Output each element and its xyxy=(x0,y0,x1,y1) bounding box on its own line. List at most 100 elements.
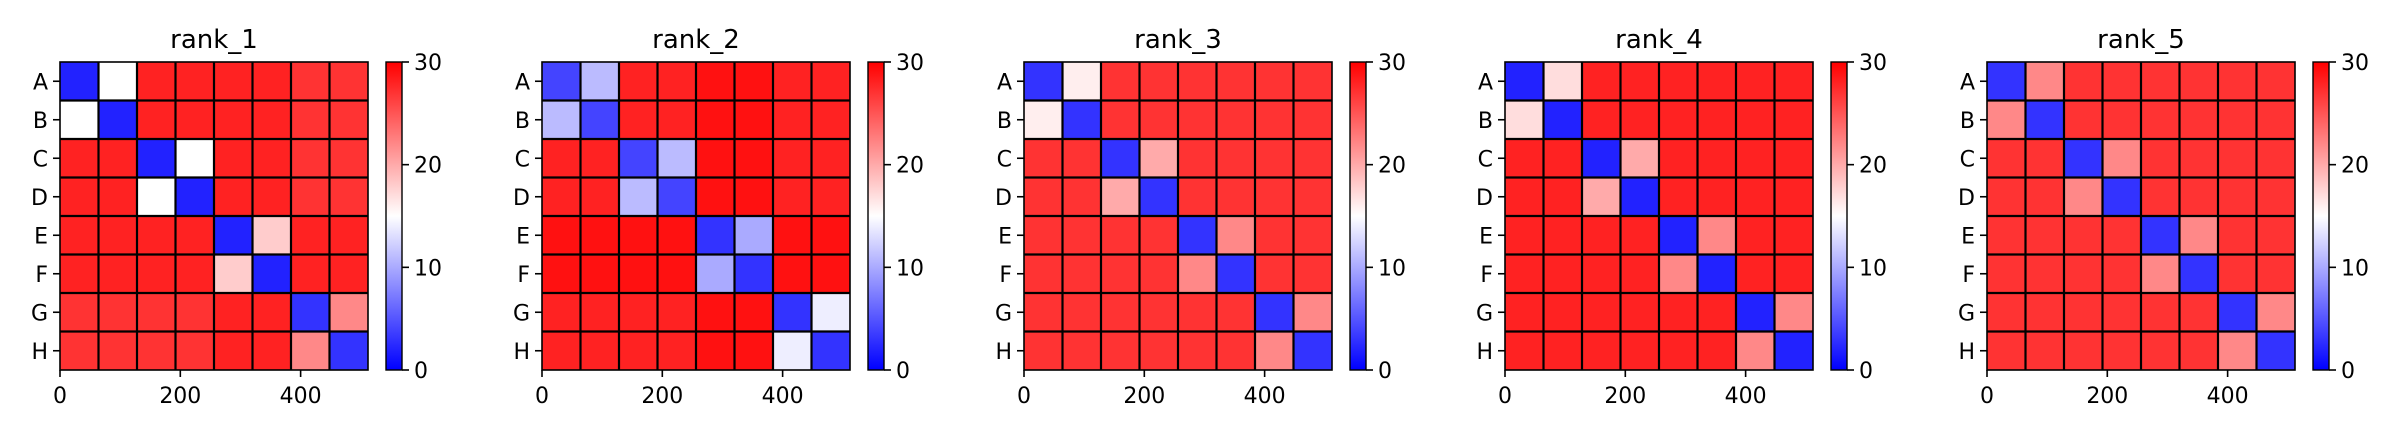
heatmap-cell xyxy=(1543,254,1583,294)
heatmap-cell xyxy=(619,100,658,140)
heatmap-cell xyxy=(773,293,812,332)
panel-title: rank_5 xyxy=(2097,25,2185,55)
heatmap-cell xyxy=(1024,293,1063,332)
y-tick-label: G xyxy=(31,301,48,326)
heatmap-cell xyxy=(252,293,292,332)
heatmap-cell xyxy=(291,100,330,140)
heatmap-cell xyxy=(2256,100,2296,140)
y-tick-label: F xyxy=(1480,263,1493,288)
heatmap-cell xyxy=(696,139,735,178)
colorbar-tick-label: 0 xyxy=(1859,359,1873,384)
heatmap-frame xyxy=(1504,61,1814,371)
y-tick-label: B xyxy=(515,109,530,134)
heatmap-cell xyxy=(291,216,330,255)
heatmap-cell xyxy=(1659,62,1698,101)
colorbar-tick-label: 0 xyxy=(896,359,910,384)
heatmap-cell xyxy=(2064,139,2103,178)
colorbar-tick-label: 30 xyxy=(1378,51,1406,76)
heatmap-cell xyxy=(1293,254,1333,294)
heatmap-cell xyxy=(175,331,215,371)
heatmap-cell xyxy=(1062,139,1102,178)
x-tick-label: 0 xyxy=(535,384,549,409)
heatmap-cell xyxy=(2064,177,2103,217)
heatmap-cell xyxy=(1255,254,1294,294)
heatmap-cell xyxy=(2102,293,2142,332)
heatmap-frame xyxy=(1986,61,2296,371)
heatmap-cell xyxy=(696,177,735,217)
panel-title: rank_3 xyxy=(1134,25,1222,55)
heatmap-cell xyxy=(137,293,176,332)
heatmap-cell xyxy=(1987,254,2026,294)
heatmap-cell xyxy=(60,62,99,101)
x-tick-label: 200 xyxy=(1604,384,1646,409)
y-tick-label: G xyxy=(513,301,530,326)
heatmap-cell xyxy=(542,62,581,101)
heatmap-cell xyxy=(1736,216,1775,255)
heatmap-cell xyxy=(1293,216,1333,255)
heatmap-cell xyxy=(1543,331,1583,371)
heatmap-cell xyxy=(580,216,620,255)
heatmap-cell xyxy=(2179,139,2219,178)
heatmap-cell xyxy=(1697,293,1737,332)
heatmap-cell xyxy=(1255,177,1294,217)
heatmap-cell xyxy=(1139,100,1179,140)
heatmap-cell xyxy=(2256,216,2296,255)
heatmap-cell xyxy=(252,216,292,255)
heatmap-cell xyxy=(1659,293,1698,332)
heatmap-cell xyxy=(657,177,697,217)
heatmap-cell xyxy=(1216,216,1256,255)
heatmap-cell xyxy=(1216,331,1256,371)
heatmap-cell xyxy=(1736,177,1775,217)
heatmap-cell xyxy=(1024,331,1063,371)
heatmap-cell xyxy=(1255,331,1294,371)
heatmap-cell xyxy=(329,293,369,332)
heatmap-cell xyxy=(773,62,812,101)
heatmap-cell xyxy=(1582,254,1621,294)
heatmap-cell xyxy=(175,139,215,178)
y-tick-label: A xyxy=(33,70,48,95)
heatmap-cell xyxy=(542,100,581,140)
heatmap-cell xyxy=(2102,139,2142,178)
heatmap-cell xyxy=(1255,293,1294,332)
heatmap-cell xyxy=(811,100,851,140)
heatmap-cell xyxy=(1101,293,1140,332)
heatmap-cell xyxy=(1987,293,2026,332)
heatmap-cell xyxy=(696,216,735,255)
y-tick-label: D xyxy=(1958,186,1975,211)
heatmap-cell xyxy=(1582,293,1621,332)
y-tick-label: H xyxy=(513,340,530,365)
heatmap-cell xyxy=(1216,254,1256,294)
y-tick-label: F xyxy=(35,263,48,288)
heatmap-cell xyxy=(657,62,697,101)
heatmap-cell xyxy=(1178,331,1217,371)
heatmap-cell xyxy=(1659,331,1698,371)
heatmap-cell xyxy=(580,177,620,217)
heatmap-cell xyxy=(619,293,658,332)
heatmap-cell xyxy=(1101,139,1140,178)
heatmap-cell xyxy=(1505,177,1544,217)
heatmap-cell xyxy=(657,139,697,178)
heatmap-cell xyxy=(60,331,99,371)
y-tick-label: C xyxy=(33,147,48,172)
heatmap-cell xyxy=(1736,100,1775,140)
y-tick-label: D xyxy=(995,186,1012,211)
x-tick-label: 0 xyxy=(1017,384,1031,409)
heatmap-cell xyxy=(1774,177,1814,217)
heatmap-cell xyxy=(1774,254,1814,294)
heatmap-frame xyxy=(1023,61,1333,371)
heatmap-cell xyxy=(137,100,176,140)
heatmap-cell xyxy=(1216,293,1256,332)
heatmap-cell xyxy=(1505,139,1544,178)
heatmap-cell xyxy=(291,331,330,371)
heatmap-cell xyxy=(2179,254,2219,294)
x-tick-label: 400 xyxy=(2207,384,2249,409)
colorbar-tick-label: 30 xyxy=(2341,51,2369,76)
colorbar xyxy=(1830,61,1848,371)
heatmap-cell xyxy=(773,254,812,294)
heatmap-cell xyxy=(2102,177,2142,217)
heatmap-cell xyxy=(734,331,774,371)
heatmap-cell xyxy=(329,62,369,101)
heatmap-cell xyxy=(214,216,253,255)
heatmap-cell xyxy=(811,62,851,101)
heatmap-cell xyxy=(657,216,697,255)
